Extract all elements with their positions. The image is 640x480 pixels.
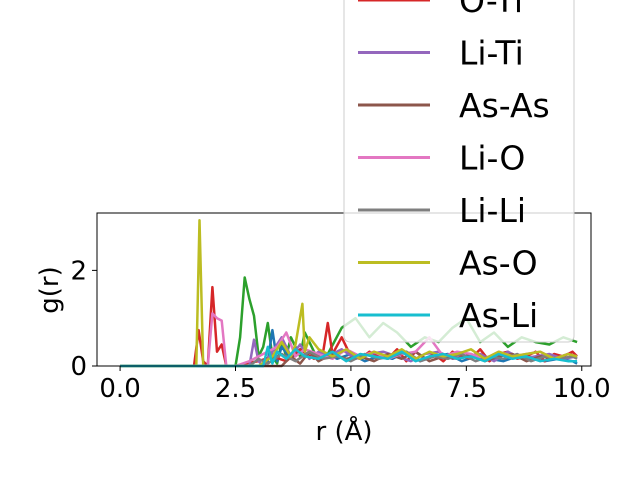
y-tick-label-0: 0 (70, 352, 87, 382)
legend-label-0: O-Ti (459, 0, 523, 20)
x-axis-label: r (Å) (315, 415, 372, 447)
legend: O-Ti Li-Ti As-As Li-O Li-Li As-O As-Li (343, 0, 575, 343)
legend-label-3: Li-O (459, 139, 525, 178)
legend-label-4: Li-Li (459, 191, 526, 230)
x-tick-label-3: 7.5 (446, 374, 487, 404)
x-tick-label-1: 2.5 (215, 374, 256, 404)
legend-box (343, 0, 575, 343)
y-tick-label-1: 2 (70, 256, 87, 286)
legend-label-5: As-O (459, 244, 538, 283)
legend-label-6: As-Li (459, 296, 538, 335)
x-tick-label-4: 10.0 (553, 374, 611, 404)
y-axis: 02 (70, 256, 97, 382)
x-axis: 0.0 2.5 5.0 7.5 10.0 (99, 366, 611, 404)
y-axis-label: g(r) (35, 266, 65, 313)
x-tick-label-0: 0.0 (99, 374, 140, 404)
series-line-6 (120, 345, 578, 368)
legend-label-2: As-As (459, 86, 550, 125)
x-tick-label-2: 5.0 (330, 374, 371, 404)
legend-label-1: Li-Ti (459, 34, 524, 73)
